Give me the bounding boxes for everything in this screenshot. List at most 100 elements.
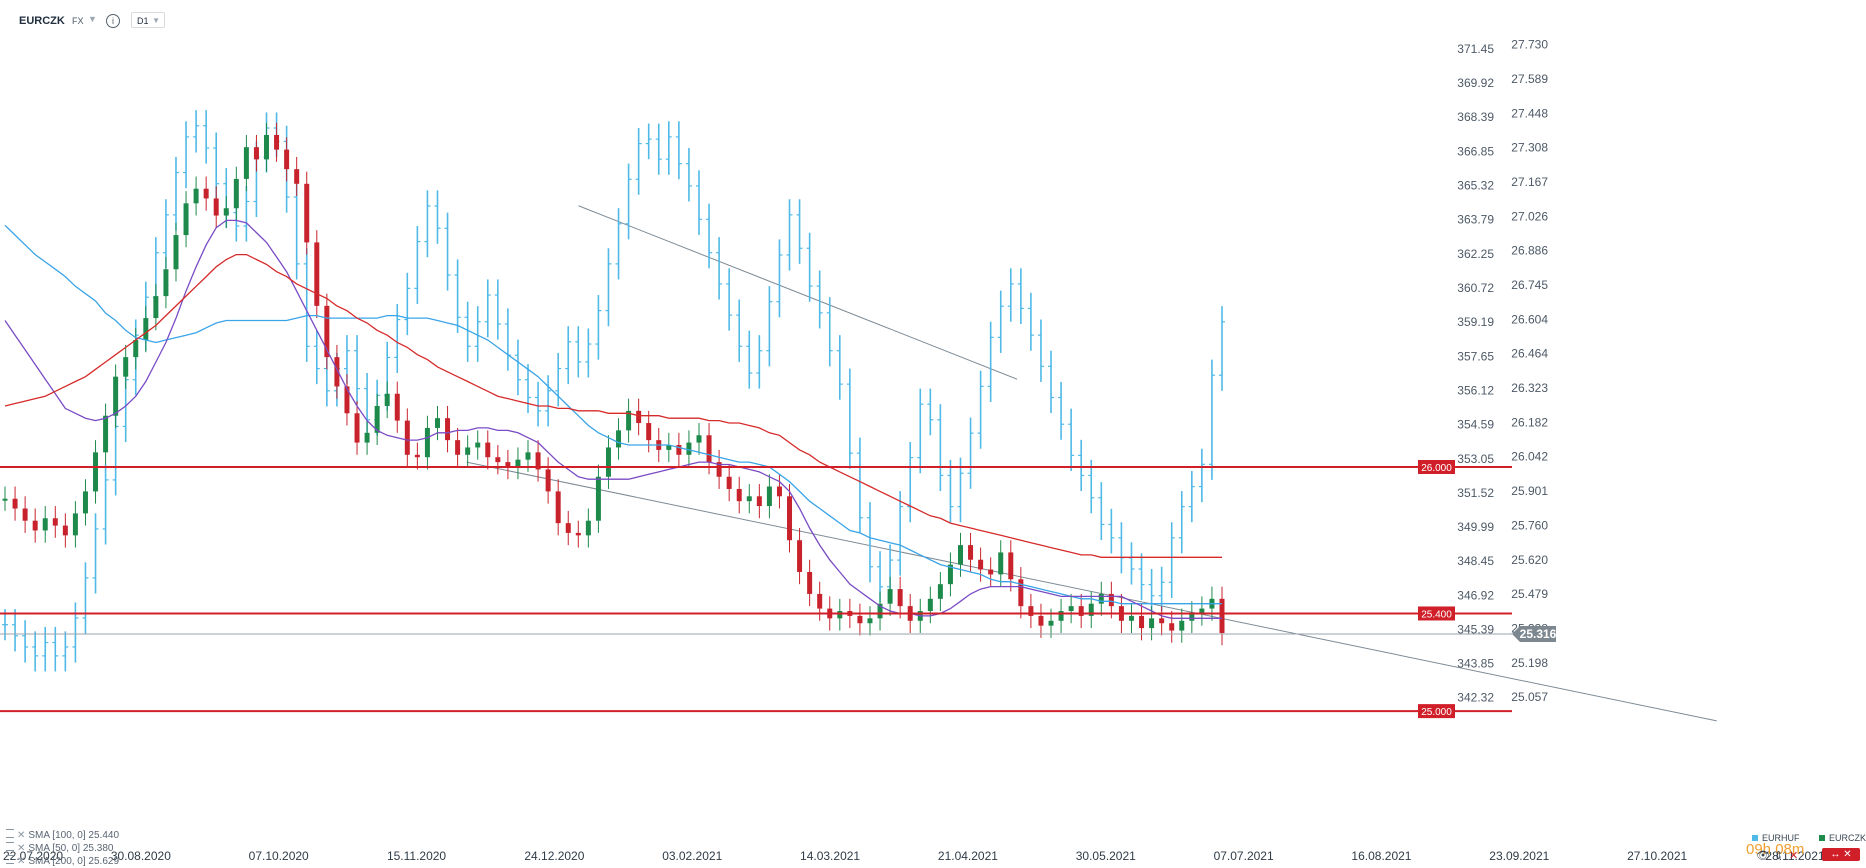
eurczk-candle: [455, 440, 461, 455]
symbol-label[interactable]: EURCZK: [19, 15, 65, 27]
legend-eurczk[interactable]: EURCZK: [1819, 833, 1866, 843]
eurczk-candle: [1219, 598, 1225, 633]
indicator-sma-200[interactable]: ✕ SMA [200, 0] 25.629: [6, 855, 119, 868]
x-tick-label: 07.07.2021: [1214, 849, 1274, 863]
eurczk-candle: [32, 520, 38, 531]
eurczk-candle: [797, 540, 803, 572]
level-tag: [1418, 459, 1455, 474]
visibility-eye-icon[interactable]: 👁: [1756, 850, 1770, 862]
eurczk-candle: [1038, 615, 1044, 626]
eurczk-candle: [213, 198, 219, 216]
eurczk-candle: [1189, 613, 1195, 621]
eurczk-candle: [133, 340, 139, 358]
eurczk-candle: [384, 393, 390, 406]
eurczk-series-controls[interactable]: ↔ ✕: [1822, 848, 1860, 861]
remove-series-icon[interactable]: ✕: [1789, 850, 1799, 862]
eurczk-candle: [666, 445, 672, 450]
eurczk-candle: [1058, 611, 1064, 621]
left-axis-tick: 356.12: [1457, 383, 1494, 397]
trendline: [578, 205, 1018, 380]
left-axis-tick: 343.85: [1457, 657, 1494, 671]
right-axis-tick: 26.745: [1511, 278, 1548, 292]
eurczk-candle: [676, 445, 682, 455]
left-axis-tick: 354.59: [1457, 417, 1494, 431]
eurczk-candle: [374, 405, 380, 433]
indicator-sma-100[interactable]: ✕ SMA [100, 0] 25.440: [6, 829, 119, 842]
indicator-settings-icon[interactable]: [6, 842, 14, 851]
eurczk-candle: [485, 442, 491, 458]
eurczk-candle: [585, 520, 591, 536]
eurczk-candle: [1098, 593, 1104, 604]
remove-indicator-icon[interactable]: ✕: [17, 830, 26, 841]
eurczk-candle: [1128, 615, 1134, 621]
eurczk-candle: [123, 357, 129, 377]
indicator-sma-50[interactable]: ✕ SMA [50, 0] 25.380: [6, 842, 119, 855]
eurczk-candle: [766, 486, 772, 507]
trendline: [466, 461, 1717, 722]
reorder-arrows-icon[interactable]: ⇕: [1774, 850, 1784, 862]
eurczk-candle: [334, 357, 340, 387]
info-icon[interactable]: i: [106, 14, 120, 28]
sma-line-100: [4, 224, 1222, 605]
timeframe-value: D1: [137, 16, 149, 26]
level-tag: [1418, 606, 1455, 621]
eurczk-candle: [253, 147, 259, 160]
close-icon: ✕: [1843, 849, 1852, 860]
timeframe-select[interactable]: D1 ▼: [131, 12, 165, 28]
right-axis-tick: 27.308: [1511, 141, 1548, 155]
chart-toolbar: EURCZK FX ▼ i D1 ▼: [0, 0, 1866, 44]
right-axis-tick: 27.730: [1511, 38, 1548, 52]
eurczk-candle: [978, 559, 984, 570]
eurczk-candle: [937, 584, 943, 599]
indicator-settings-icon[interactable]: [6, 829, 14, 838]
right-axis-tick: 27.167: [1511, 175, 1548, 189]
market-chevron-down-icon[interactable]: ▼: [88, 14, 97, 24]
eurczk-candle: [787, 496, 793, 541]
remove-indicator-icon[interactable]: ✕: [17, 843, 26, 854]
eurczk-candle: [626, 410, 632, 431]
eurczk-candle: [495, 457, 501, 463]
eurczk-candle: [163, 269, 169, 297]
eurczk-candle: [304, 183, 310, 243]
eurczk-candle: [445, 418, 451, 441]
eurczk-candle: [414, 454, 420, 458]
eurczk-candle: [535, 452, 541, 470]
right-axis-tick: 26.323: [1511, 381, 1548, 395]
eurczk-candle: [505, 462, 511, 467]
indicator-label: SMA [50, 0] 25.380: [28, 843, 114, 854]
eurczk-candle: [595, 476, 601, 521]
legend-eurhuf[interactable]: EURHUF: [1752, 833, 1800, 843]
level-label: 26.000: [1421, 463, 1452, 474]
left-axis-tick: 357.65: [1457, 349, 1494, 363]
x-tick-label: 28.11.2021: [1765, 849, 1824, 863]
eurczk-candle: [998, 552, 1004, 575]
left-axis-tick: 351.52: [1457, 486, 1494, 500]
eurczk-candle: [1169, 623, 1175, 631]
left-axis-tick: 345.39: [1457, 622, 1494, 636]
eurczk-candle: [284, 149, 290, 170]
eurczk-candle: [686, 442, 692, 455]
eurczk-candle: [1068, 606, 1074, 612]
eurczk-candle: [957, 545, 963, 565]
left-axis-tick: 369.92: [1457, 76, 1494, 90]
right-axis-tick: 25.479: [1511, 587, 1548, 601]
left-axis-tick: 353.05: [1457, 452, 1494, 466]
eurczk-candle: [1108, 593, 1114, 607]
timeframe-chevron-down-icon: ▼: [152, 16, 160, 25]
legend-label: EURCZK: [1829, 833, 1866, 843]
eurczk-candle: [233, 178, 239, 209]
x-tick-label: 03.02.2021: [662, 849, 722, 863]
eurczk-candle: [93, 452, 99, 492]
eurczk-candle: [616, 430, 622, 448]
indicator-settings-icon[interactable]: [6, 855, 14, 864]
x-tick-label: 23.09.2021: [1489, 849, 1549, 863]
left-axis-tick: 360.72: [1457, 281, 1494, 295]
last-price-label: 25.316: [1520, 627, 1557, 641]
eurczk-candle: [887, 589, 893, 604]
remove-indicator-icon[interactable]: ✕: [17, 856, 26, 867]
legend-label: EURHUF: [1762, 833, 1800, 843]
eurczk-candle: [877, 603, 883, 619]
eurczk-candle: [1139, 615, 1145, 629]
left-axis-tick: 349.99: [1457, 520, 1494, 534]
